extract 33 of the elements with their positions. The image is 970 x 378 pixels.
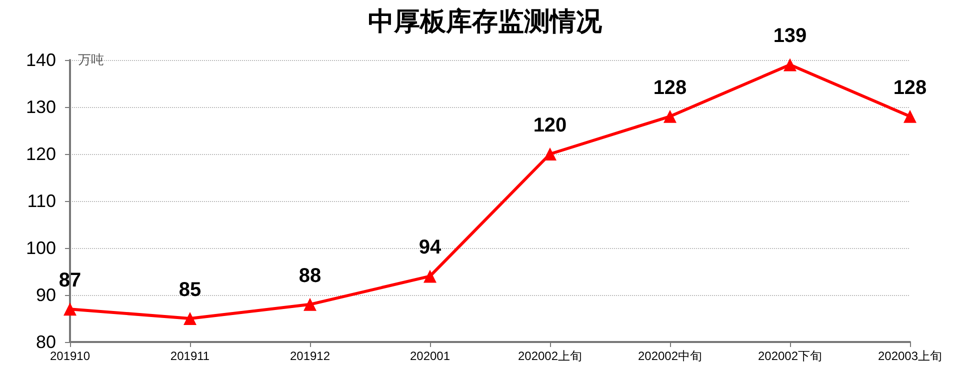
x-tick-label: 202003上旬 bbox=[878, 349, 942, 363]
y-tick-label: 130 bbox=[26, 97, 56, 117]
x-tick-label: 201911 bbox=[170, 349, 210, 363]
point bbox=[904, 110, 916, 123]
y-tick-label: 90 bbox=[36, 285, 56, 305]
point bbox=[784, 58, 796, 72]
data-label: 120 bbox=[533, 114, 567, 136]
data-label: 139 bbox=[773, 25, 807, 48]
y-tick-label: 120 bbox=[26, 144, 56, 164]
x-tick-label: 202001 bbox=[410, 349, 450, 363]
y-tick-label: 140 bbox=[26, 50, 56, 70]
data-label: 128 bbox=[893, 76, 927, 99]
x-tick-label: 202002下旬 bbox=[758, 349, 822, 363]
data-label: 85 bbox=[178, 279, 202, 301]
x-tick-label: 202002上旬 bbox=[518, 349, 582, 363]
y-tick-label: 80 bbox=[36, 332, 56, 352]
x-tick-label: 202002中旬 bbox=[638, 349, 702, 363]
data-label: 87 bbox=[58, 270, 82, 292]
y-tick-label: 100 bbox=[26, 238, 56, 258]
point bbox=[184, 312, 196, 325]
y-axis-title: 万吨 bbox=[78, 52, 104, 67]
data-label: 88 bbox=[298, 264, 322, 287]
x-tick-label: 201910 bbox=[50, 349, 90, 363]
data-label: 94 bbox=[418, 236, 442, 259]
point bbox=[664, 110, 676, 123]
point bbox=[424, 270, 436, 283]
point bbox=[544, 148, 556, 160]
x-tick-label: 201912 bbox=[290, 349, 330, 363]
chart-title: 中厚板库存监测情况 bbox=[368, 7, 603, 37]
data-label: 128 bbox=[653, 76, 687, 99]
point bbox=[64, 302, 76, 316]
point bbox=[304, 298, 316, 311]
y-tick-label: 110 bbox=[27, 191, 56, 211]
